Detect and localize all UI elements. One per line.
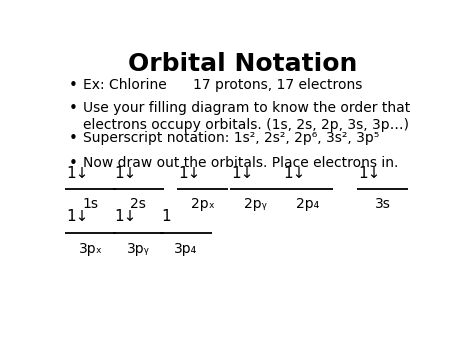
Text: Orbital Notation: Orbital Notation [128,52,357,76]
Text: 1↓: 1↓ [283,166,305,181]
Text: 3s: 3s [374,197,391,211]
Text: 2pₓ: 2pₓ [191,197,214,211]
Text: 1s: 1s [82,197,99,211]
Text: 2pᵧ: 2pᵧ [244,197,267,211]
Text: •: • [68,102,77,116]
Text: 1↓: 1↓ [231,166,254,181]
Text: 1↓: 1↓ [66,209,89,224]
Text: 2p₄: 2p₄ [296,197,319,211]
Text: Now draw out the orbitals. Place electrons in.: Now draw out the orbitals. Place electro… [83,156,399,170]
Text: 3pₓ: 3pₓ [79,242,102,256]
Text: 3pᵧ: 3pᵧ [127,242,150,256]
Text: Use your filling diagram to know the order that
electrons occupy orbitals. (1s, : Use your filling diagram to know the ord… [83,102,410,132]
Text: Superscript notation: 1s², 2s², 2p⁶, 3s², 3p⁵: Superscript notation: 1s², 2s², 2p⁶, 3s²… [83,131,379,146]
Text: •: • [68,78,77,93]
Text: 1↓: 1↓ [114,166,137,181]
Text: 1: 1 [162,209,172,224]
Text: •: • [68,156,77,171]
Text: Ex: Chlorine      17 protons, 17 electrons: Ex: Chlorine 17 protons, 17 electrons [83,78,363,92]
Text: 1↓: 1↓ [66,166,89,181]
Text: 1↓: 1↓ [358,166,381,181]
Text: 2s: 2s [130,197,146,211]
Text: 3p₄: 3p₄ [174,242,198,256]
Text: 1↓: 1↓ [178,166,201,181]
Text: 1↓: 1↓ [114,209,137,224]
Text: •: • [68,131,77,147]
